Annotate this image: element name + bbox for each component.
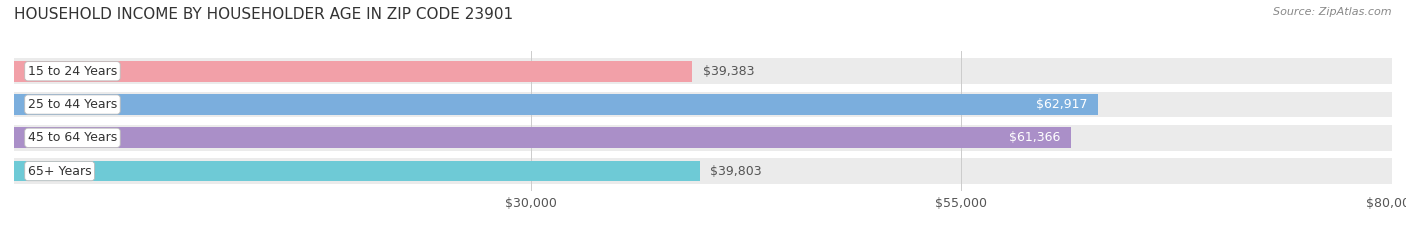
Bar [14,125,1392,151]
Text: $61,366: $61,366 [1010,131,1060,144]
Bar [14,127,1071,148]
Text: 65+ Years: 65+ Years [28,164,91,178]
Bar [14,58,1392,84]
Text: 25 to 44 Years: 25 to 44 Years [28,98,117,111]
Bar [14,94,1098,115]
Bar [14,158,1392,184]
Text: $39,803: $39,803 [710,164,762,178]
Text: 45 to 64 Years: 45 to 64 Years [28,131,117,144]
Bar [14,61,692,82]
Bar [14,161,700,182]
Text: 15 to 24 Years: 15 to 24 Years [28,65,117,78]
Text: $62,917: $62,917 [1036,98,1087,111]
Text: $39,383: $39,383 [703,65,754,78]
Bar [14,92,1392,117]
Text: Source: ZipAtlas.com: Source: ZipAtlas.com [1274,7,1392,17]
Text: HOUSEHOLD INCOME BY HOUSEHOLDER AGE IN ZIP CODE 23901: HOUSEHOLD INCOME BY HOUSEHOLDER AGE IN Z… [14,7,513,22]
